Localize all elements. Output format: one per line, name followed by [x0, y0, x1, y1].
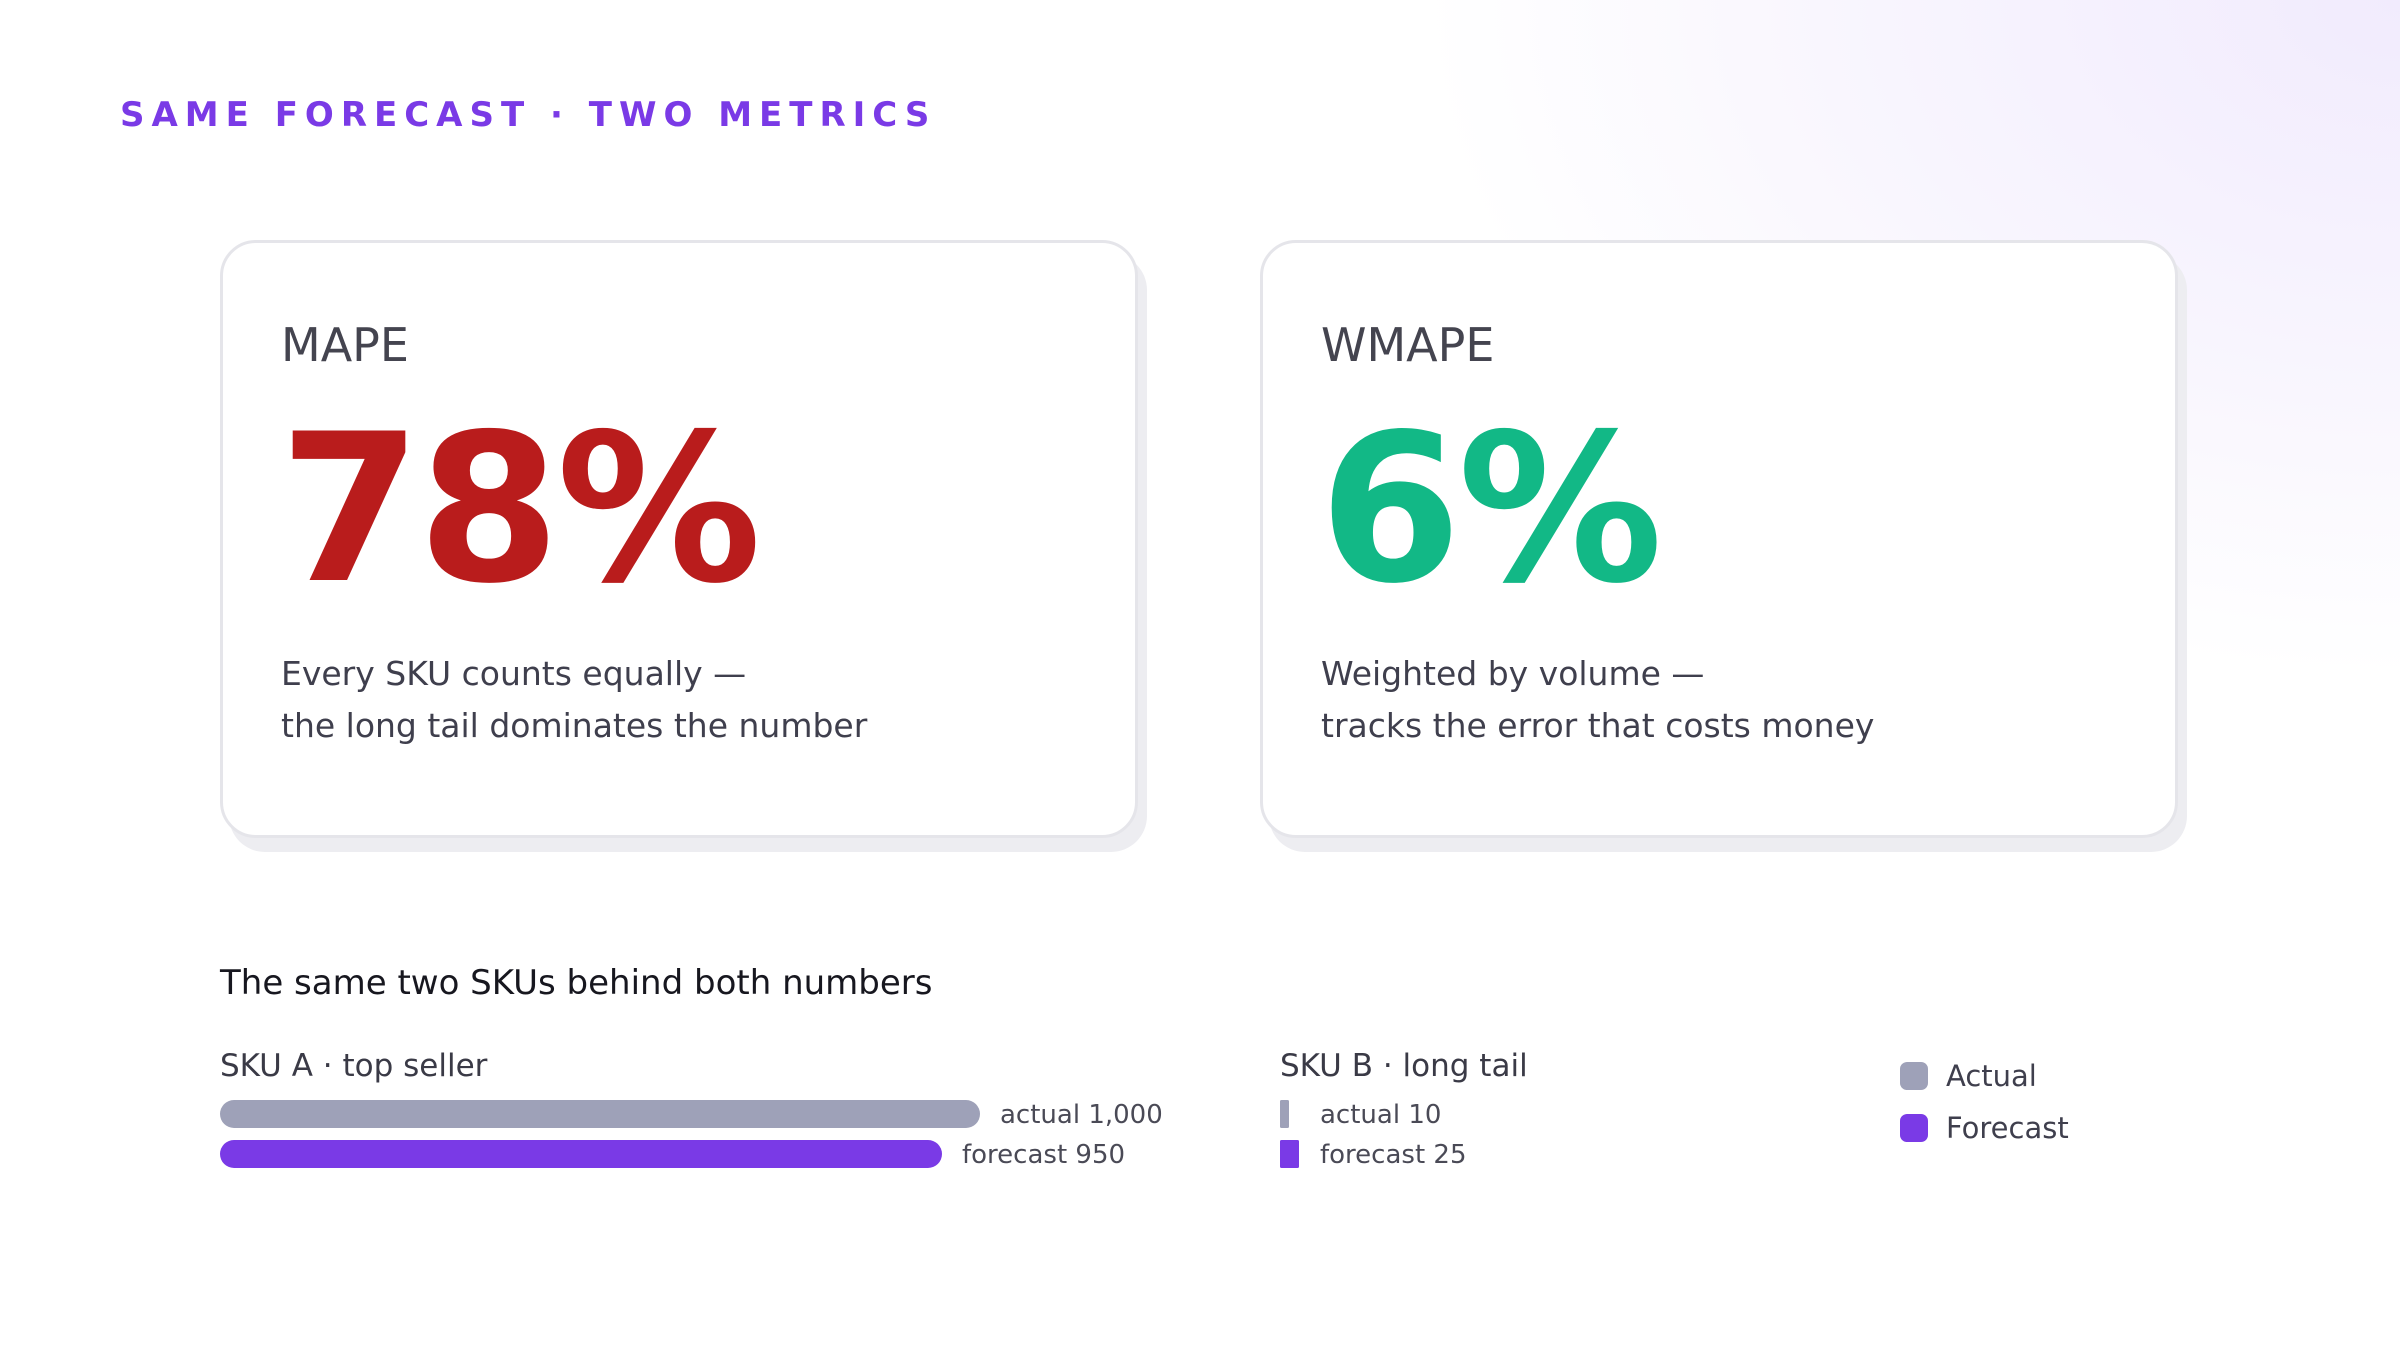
sku-section-title: The same two SKUs behind both numbers — [220, 963, 933, 1003]
wmape-card: WMAPE 6% Weighted by volume — tracks the… — [1260, 240, 2178, 838]
sku-a-title: SKU A · top seller — [220, 1048, 488, 1084]
sku-a-forecast-bar — [220, 1140, 942, 1168]
mape-value: 78% — [279, 391, 762, 629]
wmape-description-line-2: tracks the error that costs money — [1321, 706, 1875, 745]
sku-b-actual-label: actual 10 — [1320, 1100, 1441, 1130]
legend-label-actual: Actual — [1946, 1059, 2037, 1093]
mape-description-line-2: the long tail dominates the number — [281, 706, 868, 745]
legend-swatch-forecast — [1900, 1114, 1928, 1142]
mape-title: MAPE — [281, 318, 409, 372]
sku-b-title: SKU B · long tail — [1280, 1048, 1528, 1084]
wmape-value: 6% — [1319, 391, 1663, 629]
sku-a-forecast-label: forecast 950 — [962, 1140, 1125, 1170]
mape-card: MAPE 78% Every SKU counts equally — the … — [220, 240, 1138, 838]
wmape-description: Weighted by volume — tracks the error th… — [1321, 648, 1874, 752]
sku-a-actual-bar — [220, 1100, 980, 1128]
wmape-title: WMAPE — [1321, 318, 1495, 372]
legend-label-forecast: Forecast — [1946, 1111, 2069, 1145]
chart-legend: Actual Forecast — [1900, 1050, 2069, 1154]
sku-b-forecast-label: forecast 25 — [1320, 1140, 1467, 1170]
sku-a-actual-label: actual 1,000 — [1000, 1100, 1163, 1130]
slide-eyebrow: SAME FORECAST · TWO METRICS — [120, 95, 937, 135]
legend-item-actual: Actual — [1900, 1050, 2069, 1102]
mape-description: Every SKU counts equally — the long tail… — [281, 648, 867, 752]
legend-swatch-actual — [1900, 1062, 1928, 1090]
wmape-description-line-1: Weighted by volume — — [1321, 654, 1705, 693]
sku-b-actual-bar — [1280, 1100, 1289, 1128]
sku-b-forecast-bar — [1280, 1140, 1299, 1168]
mape-description-line-1: Every SKU counts equally — — [281, 654, 747, 693]
legend-item-forecast: Forecast — [1900, 1102, 2069, 1154]
